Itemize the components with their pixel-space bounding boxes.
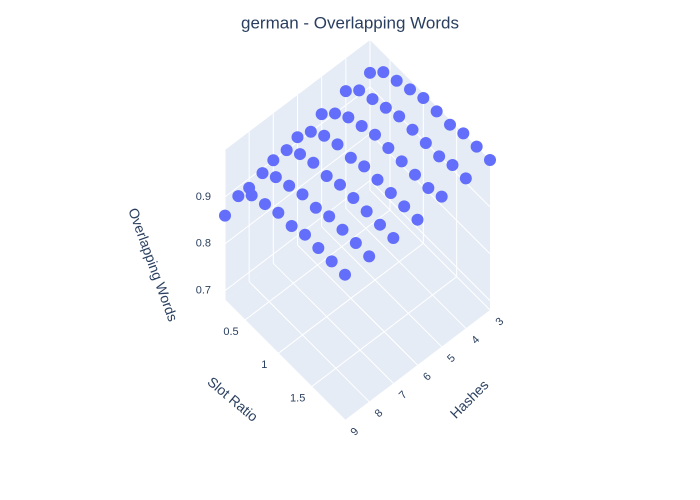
y-tick-label: 4 [469, 334, 482, 347]
point [369, 128, 381, 141]
point [280, 144, 293, 157]
y-tick-label: 7 [397, 389, 410, 402]
point [366, 93, 379, 106]
point [349, 237, 362, 250]
grid-line [272, 262, 394, 384]
point [256, 167, 269, 180]
point [435, 190, 448, 203]
point [430, 105, 443, 118]
point [267, 154, 280, 167]
point [398, 200, 411, 213]
point [404, 83, 416, 96]
point [269, 171, 282, 184]
y-tick-label: 5 [445, 352, 458, 365]
point [272, 206, 285, 219]
point [320, 170, 333, 183]
point [364, 66, 376, 79]
point [245, 189, 258, 202]
y-tick-label: 3 [494, 316, 507, 329]
point [259, 198, 271, 211]
point [393, 110, 406, 123]
point [360, 205, 373, 218]
point [347, 192, 360, 205]
point [299, 228, 311, 241]
point [294, 148, 306, 161]
point [315, 108, 328, 121]
point [358, 160, 371, 173]
y-tick-label: 8 [373, 407, 386, 420]
point [353, 84, 366, 97]
point [406, 123, 419, 136]
z-tick-label: 0.8 [196, 238, 211, 250]
point [325, 255, 338, 268]
point [457, 127, 470, 140]
point [387, 232, 400, 245]
x-tick-label: 1.5 [290, 393, 305, 405]
point [344, 151, 357, 164]
point [417, 92, 430, 105]
y-tick-label: 9 [349, 426, 362, 439]
point [377, 66, 390, 79]
point [419, 137, 432, 150]
point [342, 111, 355, 124]
point [304, 125, 317, 138]
point [339, 85, 352, 98]
x-tick-label: 1 [261, 359, 267, 371]
wall-right [370, 40, 490, 310]
point [379, 101, 392, 114]
point [283, 179, 296, 192]
point [363, 250, 376, 263]
y-tick-label: 6 [421, 371, 434, 384]
y-axis-title: Hashes [447, 377, 492, 422]
point [232, 190, 245, 203]
point [433, 150, 446, 163]
point [334, 178, 346, 191]
point [411, 213, 424, 226]
point [484, 154, 496, 166]
point [470, 140, 483, 153]
point [422, 182, 435, 195]
z-axis-title: Overlapping Words [125, 206, 181, 324]
point [409, 168, 421, 181]
point [307, 156, 320, 169]
grid-line [321, 226, 443, 348]
grid-line [297, 244, 418, 366]
point [329, 107, 341, 120]
grid-line [248, 281, 370, 403]
point [459, 172, 472, 185]
point [446, 159, 459, 171]
grid-line [345, 207, 467, 329]
chart-title: german - Overlapping Words [241, 13, 459, 32]
point [339, 268, 351, 281]
point [309, 201, 322, 214]
grid-line [369, 189, 491, 311]
point [336, 223, 349, 236]
x-axis-title: Slot Ratio [204, 373, 261, 424]
point [312, 242, 325, 255]
point [355, 120, 368, 133]
grid-line [369, 180, 491, 301]
z-tick-label: 0.7 [196, 285, 211, 297]
point [382, 142, 395, 155]
point [395, 155, 408, 168]
point [285, 220, 298, 233]
grid-line [224, 133, 371, 245]
z-tick-label: 0.9 [196, 191, 211, 203]
x-tick-label: 0.5 [223, 326, 238, 338]
point [384, 187, 397, 200]
point [444, 118, 456, 131]
grid-line [224, 299, 346, 421]
point [371, 173, 384, 186]
point [318, 129, 331, 142]
point [291, 131, 304, 144]
point [331, 138, 344, 151]
point [374, 218, 386, 231]
point [219, 209, 231, 222]
point [390, 74, 403, 87]
point [296, 188, 309, 201]
point [323, 210, 336, 223]
grid-line [224, 180, 371, 292]
